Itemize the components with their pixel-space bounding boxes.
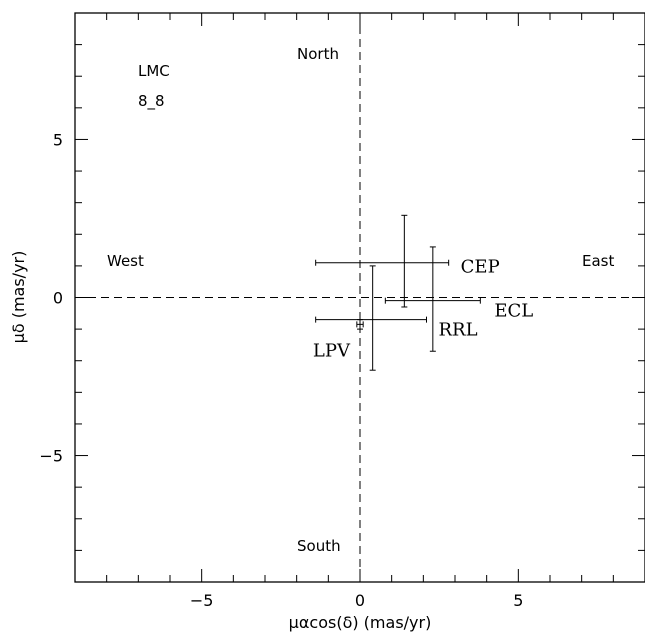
west-label: West <box>107 252 144 270</box>
point-rrl: RRL <box>315 265 478 371</box>
point-label: LPV <box>313 340 351 361</box>
point-ecl: ECL <box>384 246 533 352</box>
y-tick-label: −5 <box>39 447 63 466</box>
y-axis-label: μδ (mas/yr) <box>9 251 28 344</box>
data-points: CEP ECL RRL LPV <box>313 214 533 371</box>
axis-ticks: −5 0 5 −5 0 5 <box>39 13 645 610</box>
y-tick-label: 5 <box>53 130 63 149</box>
north-label: North <box>297 45 339 63</box>
east-label: East <box>582 252 614 270</box>
galaxy-label: LMC <box>138 62 170 80</box>
x-axis-label: μαcos(δ) (mas/yr) <box>289 613 432 632</box>
x-tick-label: −5 <box>190 591 214 610</box>
x-tick-label: 5 <box>513 591 523 610</box>
field-label: 8_8 <box>138 92 165 111</box>
south-label: South <box>297 537 341 555</box>
y-tick-label: 0 <box>53 289 63 308</box>
point-lpv: LPV <box>313 319 364 361</box>
chart-labels: LMC 8_8 North South West East μαcos(δ) (… <box>9 45 614 632</box>
point-cep: CEP <box>315 214 500 308</box>
point-label: CEP <box>461 257 500 278</box>
reference-lines <box>75 13 645 582</box>
point-label: RRL <box>439 320 478 341</box>
point-label: ECL <box>494 301 533 322</box>
x-tick-label: 0 <box>355 591 365 610</box>
